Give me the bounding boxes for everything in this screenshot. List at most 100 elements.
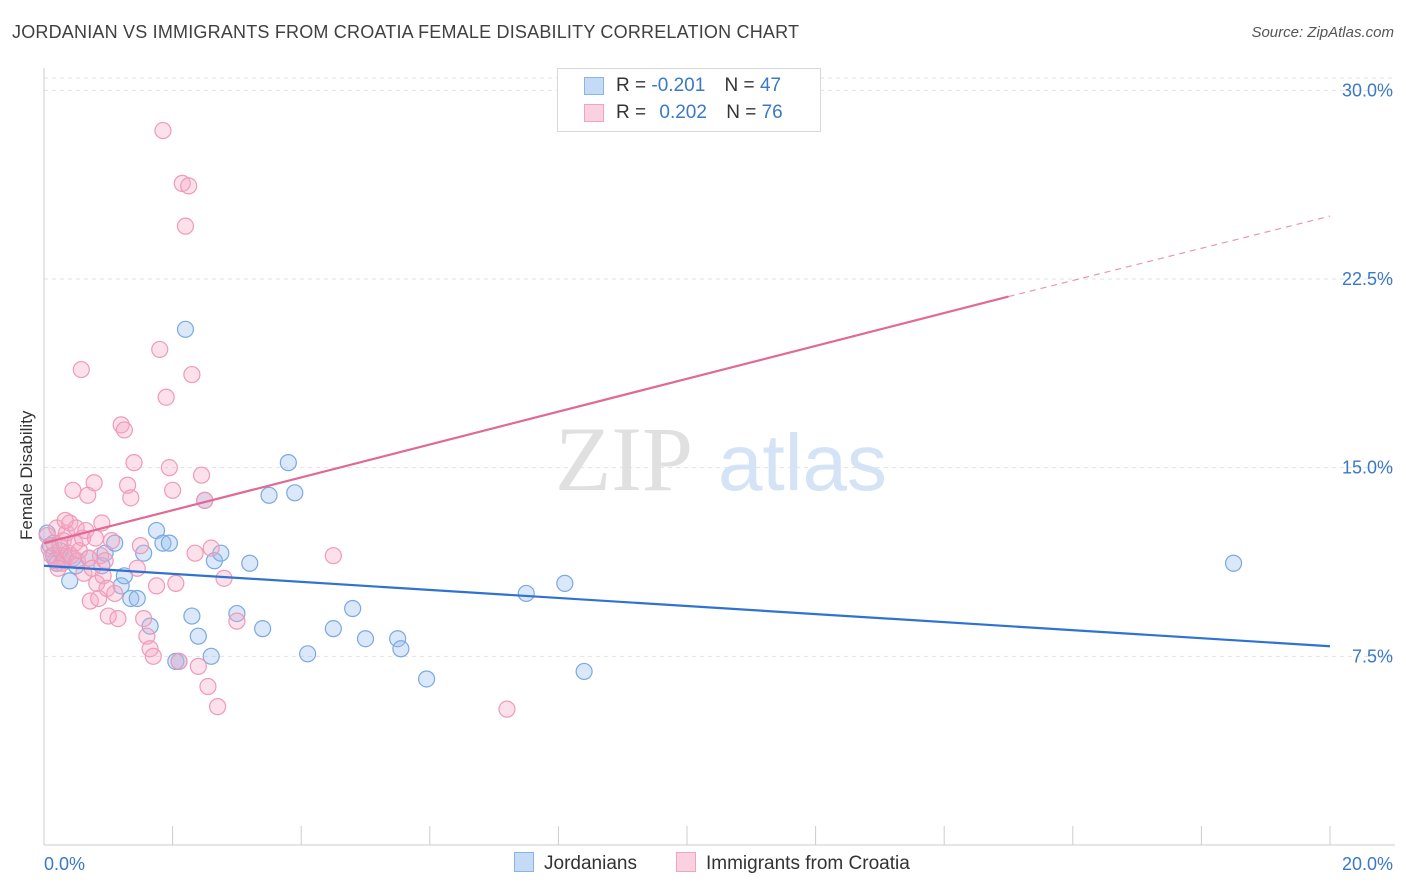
croatia-point: [64, 481, 82, 499]
croatia-point: [189, 657, 207, 675]
jordanian-point: [241, 554, 259, 572]
croatia-point: [118, 476, 137, 494]
croatia-point: [96, 552, 114, 570]
jordanian-point: [344, 599, 362, 618]
x-tick-label: 20.0%: [1342, 854, 1393, 874]
axes: [43, 68, 1395, 846]
n-label: N =: [726, 102, 757, 123]
croatia-point: [125, 454, 143, 472]
jordanian-point: [212, 544, 230, 562]
jordanian-point: [356, 630, 375, 648]
croatia-points: [38, 121, 516, 718]
jordanians-swatch: [584, 77, 604, 95]
x-tick-labels: 0.0% 20.0%: [44, 854, 1393, 874]
jordanian-point: [202, 647, 220, 665]
jordanian-point: [189, 627, 207, 645]
croatia-point: [498, 700, 516, 718]
jordanian-point: [106, 534, 124, 552]
legend-label-jordanians: Jordanians: [544, 853, 637, 874]
jordanian-point: [160, 534, 178, 552]
jordanian-point: [556, 574, 574, 592]
jordanian-point: [324, 620, 342, 638]
jordanian-point: [286, 484, 304, 502]
y-tick-label: 15.0%: [1342, 458, 1393, 478]
n-value-croatia: 76: [761, 102, 783, 123]
croatia-trend-line: [43, 295, 1009, 545]
croatia-point: [79, 486, 97, 504]
croatia-point: [180, 177, 198, 195]
jordanian-point: [176, 320, 195, 338]
croatia-point: [144, 647, 162, 665]
legend-item-jordanians: Jordanians: [514, 852, 637, 876]
croatia-point: [202, 539, 220, 557]
croatia-point: [186, 544, 204, 562]
r-value-jordanians: -0.201: [651, 75, 706, 96]
croatia-point: [49, 559, 67, 577]
croatia-point: [99, 607, 117, 625]
jordanian-point: [1224, 554, 1243, 572]
jordanian-point: [61, 572, 79, 590]
croatia-point: [209, 698, 227, 716]
jordanian-point: [128, 589, 146, 608]
croatia-trend-extension: [1008, 215, 1331, 298]
croatia-point: [122, 489, 140, 507]
r-label: R =: [616, 102, 647, 123]
jordanian-point: [392, 640, 410, 658]
croatia-point: [157, 388, 175, 406]
y-tick-label: 7.5%: [1352, 646, 1393, 666]
chart-title: JORDANIAN VS IMMIGRANTS FROM CROATIA FEM…: [12, 22, 800, 42]
croatia-point: [106, 584, 124, 603]
croatia-point: [228, 612, 246, 630]
jordanian-point: [299, 645, 317, 663]
y-tick-label: 30.0%: [1342, 80, 1393, 100]
croatia-point: [199, 677, 217, 696]
croatia-legend-swatch: [676, 852, 696, 872]
croatia-point: [138, 627, 156, 645]
y-tick-labels: 7.5% 15.0% 22.5% 30.0%: [1342, 80, 1393, 666]
croatia-point: [102, 532, 121, 550]
croatia-point: [72, 360, 90, 379]
jordanian-point: [279, 454, 297, 472]
y-tick-label: 22.5%: [1342, 269, 1393, 289]
jordanian-point: [260, 486, 278, 504]
legend-label-croatia: Immigrants from Croatia: [706, 853, 910, 874]
croatia-point: [56, 511, 74, 530]
source-label: Source: ZipAtlas.com: [1251, 24, 1394, 41]
croatia-point: [154, 121, 172, 140]
croatia-point: [167, 574, 185, 592]
jordanian-point: [154, 534, 172, 552]
croatia-point: [192, 466, 211, 484]
legend-item-croatia: Immigrants from Croatia: [676, 852, 910, 876]
jordanian-point: [575, 662, 593, 681]
n-value-jordanians: 47: [759, 75, 782, 96]
r-value-croatia: 0.202: [659, 102, 707, 123]
stats-legend: R = -0.201 N = 47 R = 0.202 N = 76: [557, 68, 821, 132]
jordanian-point: [254, 620, 272, 638]
croatia-point: [151, 340, 169, 359]
jordanian-point: [417, 670, 436, 688]
jordanian-point: [183, 607, 201, 625]
x-tick-label: 0.0%: [44, 854, 85, 874]
croatia-point: [176, 217, 195, 235]
n-label: N =: [724, 75, 755, 96]
watermark-zip: ZIP: [555, 408, 693, 510]
jordanian-point: [122, 589, 140, 608]
trend-lines: [43, 215, 1331, 648]
croatia-point: [324, 547, 342, 565]
croatia-point: [131, 537, 150, 555]
croatia-swatch: [584, 104, 604, 122]
jordanian-point: [389, 630, 407, 648]
croatia-point: [109, 609, 127, 628]
croatia-point: [147, 577, 166, 595]
croatia-point: [135, 609, 153, 628]
croatia-point: [170, 652, 188, 670]
croatia-point: [128, 559, 146, 577]
croatia-point: [164, 481, 182, 499]
croatia-point: [115, 421, 133, 439]
jordanian-point: [517, 584, 535, 603]
croatia-point: [160, 459, 178, 477]
jordanians-trend-line: [43, 564, 1331, 648]
jordanians-legend-swatch: [514, 852, 534, 872]
croatia-point: [112, 416, 130, 434]
